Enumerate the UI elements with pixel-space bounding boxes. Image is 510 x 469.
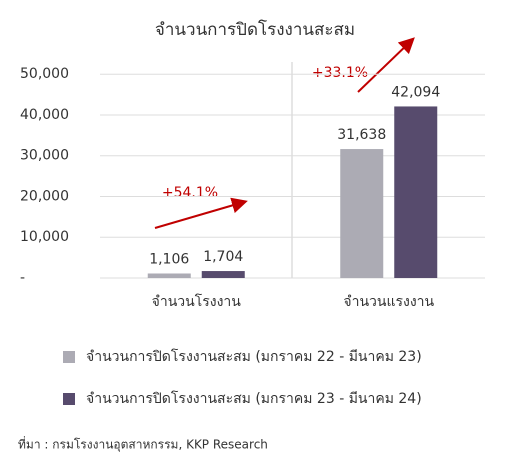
y-tick-label: - [20, 270, 25, 286]
bar [394, 106, 438, 278]
value-label: 42,094 [391, 84, 440, 100]
annotation: +33.1% [312, 65, 368, 81]
legend-label: จำนวนการปิดโรงงานสะสม (มกราคม 22 - มีนาค… [86, 348, 422, 365]
y-tick-label: 50,000 [20, 66, 69, 82]
arrow [154, 197, 248, 229]
bar [201, 271, 245, 278]
source: ที่มา : กรมโรงงานอุตสาหกรรม, KKP Researc… [18, 436, 268, 453]
value-label: 31,638 [337, 127, 386, 143]
x-tick-label: จำนวนโรงงาน [152, 293, 242, 310]
value-label: 1,704 [203, 249, 243, 265]
y-tick-label: 20,000 [20, 188, 69, 204]
legend-label: จำนวนการปิดโรงงานสะสม (มกราคม 23 - มีนาค… [86, 390, 422, 407]
bar [147, 273, 191, 278]
bar [340, 149, 384, 278]
y-tick-label: 30,000 [20, 148, 69, 164]
legend-swatch [63, 351, 75, 363]
arrow [357, 37, 415, 93]
y-tick-label: 10,000 [20, 229, 69, 245]
x-tick-label: จำนวนแรงงาน [343, 294, 434, 310]
chart-title: จำนวนการปิดโรงงานสะสม [155, 19, 355, 40]
y-tick-label: 40,000 [20, 107, 69, 123]
annotation: +54.1% [162, 185, 218, 201]
legend-swatch [63, 393, 75, 405]
value-label: 1,106 [149, 251, 189, 267]
